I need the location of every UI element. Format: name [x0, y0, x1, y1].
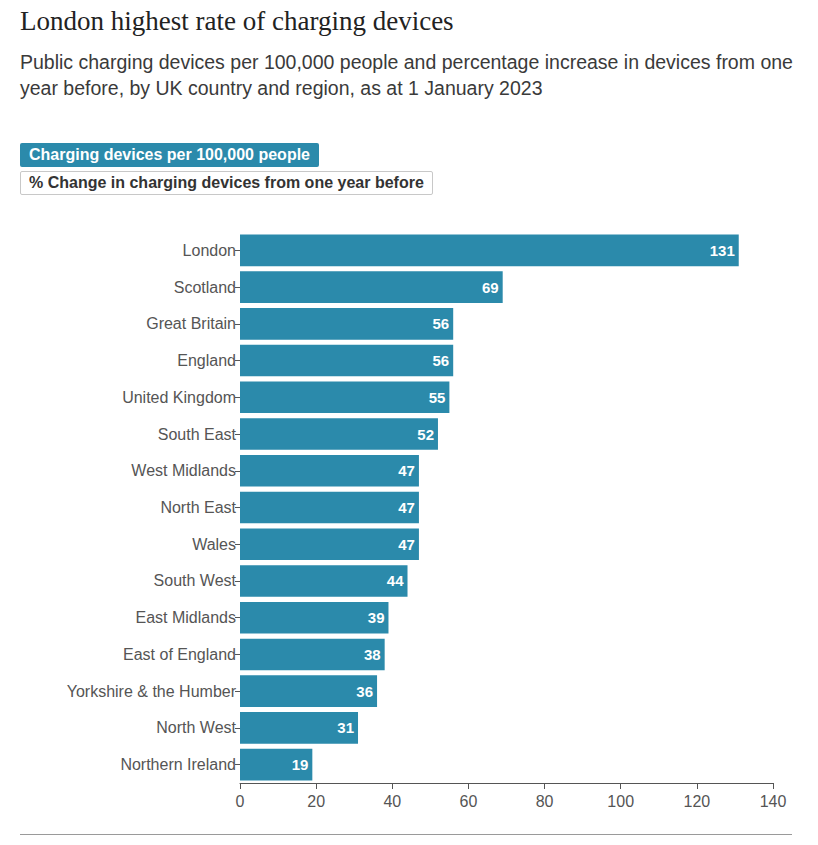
html-text:London highest rate of chargin: London highest rate of charging devices: [20, 6, 454, 36]
svg-text:North West: North West: [156, 719, 236, 736]
svg-text:London: London: [183, 242, 236, 259]
svg-text:100: 100: [607, 793, 634, 810]
svg-text:47: 47: [398, 536, 415, 553]
svg-text:44: 44: [387, 572, 404, 589]
svg-text:East of England: East of England: [123, 646, 236, 663]
svg-text:80: 80: [536, 793, 554, 810]
svg-text:39: 39: [368, 609, 385, 626]
svg-text:36: 36: [356, 683, 373, 700]
html-text:% Change in charging devices f: % Change in charging devices from one ye…: [29, 174, 424, 191]
svg-text:47: 47: [398, 462, 415, 479]
svg-text:40: 40: [383, 793, 401, 810]
svg-text:North East: North East: [160, 499, 236, 516]
svg-text:120: 120: [684, 793, 711, 810]
svg-text:52: 52: [417, 426, 434, 443]
svg-text:South East: South East: [158, 426, 237, 443]
svg-text:0: 0: [236, 793, 245, 810]
svg-text:West Midlands: West Midlands: [131, 462, 236, 479]
svg-text:60: 60: [460, 793, 478, 810]
svg-text:Scotland: Scotland: [174, 279, 236, 296]
svg-text:England: England: [177, 352, 236, 369]
svg-text:United Kingdom: United Kingdom: [122, 389, 236, 406]
html-text:Charging devices per 100,000 p: Charging devices per 100,000 people: [29, 146, 310, 163]
svg-text:56: 56: [433, 352, 450, 369]
svg-text:55: 55: [429, 389, 446, 406]
svg-text:47: 47: [398, 499, 415, 516]
svg-text:140: 140: [760, 793, 787, 810]
svg-text:69: 69: [482, 279, 499, 296]
svg-text:Northern Ireland: Northern Ireland: [120, 756, 236, 773]
svg-text:20: 20: [307, 793, 325, 810]
svg-text:38: 38: [364, 646, 381, 663]
svg-text:31: 31: [337, 719, 354, 736]
svg-text:Great Britain: Great Britain: [146, 315, 236, 332]
html-text:Public charging devices per 10: Public charging devices per 100,000 peop…: [20, 51, 793, 99]
svg-text:131: 131: [710, 242, 735, 259]
svg-text:56: 56: [433, 315, 450, 332]
svg-text:South West: South West: [154, 572, 237, 589]
svg-text:East Midlands: East Midlands: [136, 609, 237, 626]
svg-text:19: 19: [292, 756, 309, 773]
svg-text:Wales: Wales: [192, 536, 236, 553]
svg-text:Yorkshire & the Humber: Yorkshire & the Humber: [67, 683, 237, 700]
